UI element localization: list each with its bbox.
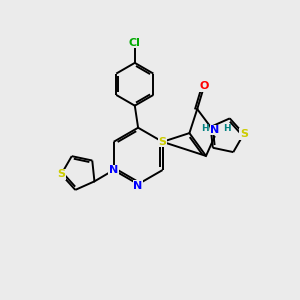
Text: N: N [210, 125, 219, 135]
Text: N: N [109, 165, 118, 175]
Text: Cl: Cl [129, 38, 141, 48]
Text: S: S [240, 129, 248, 139]
Text: S: S [57, 169, 65, 179]
Text: O: O [200, 81, 209, 91]
Text: S: S [159, 137, 167, 147]
Text: N: N [134, 181, 143, 191]
Text: H: H [223, 124, 230, 134]
Text: H: H [202, 124, 209, 134]
